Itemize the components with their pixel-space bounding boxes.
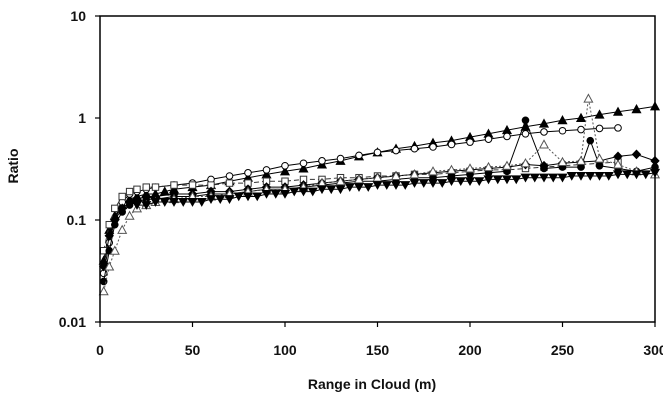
y-tick-label: 0.1	[67, 212, 87, 228]
data-point	[245, 170, 252, 177]
y-tick-label: 10	[70, 8, 86, 24]
data-point	[578, 126, 585, 133]
data-point	[319, 158, 326, 165]
data-point	[596, 162, 603, 169]
data-point	[143, 184, 149, 190]
data-point	[119, 209, 126, 216]
data-point	[374, 149, 381, 156]
x-tick-label: 100	[273, 342, 297, 358]
data-point	[126, 188, 132, 194]
data-point	[152, 184, 158, 190]
x-tick-label: 250	[551, 342, 575, 358]
data-point	[559, 127, 566, 134]
x-tick-label: 200	[458, 342, 482, 358]
y-tick-label: 1	[78, 110, 86, 126]
data-point	[263, 167, 270, 174]
data-point	[134, 186, 140, 192]
data-point	[356, 152, 363, 159]
x-tick-label: 150	[366, 342, 390, 358]
data-point	[504, 133, 511, 140]
data-point	[300, 160, 307, 167]
x-tick-label: 50	[185, 342, 201, 358]
data-point	[126, 202, 133, 209]
data-point	[226, 180, 232, 186]
data-point	[430, 144, 437, 151]
data-point	[596, 125, 603, 132]
data-point	[448, 141, 455, 148]
data-point	[112, 221, 119, 228]
data-point	[119, 193, 125, 199]
plot-background	[100, 16, 655, 322]
x-axis-label: Range in Cloud (m)	[308, 376, 436, 392]
data-point	[485, 136, 492, 143]
data-point	[112, 205, 118, 211]
data-point	[226, 173, 233, 180]
data-point	[171, 182, 177, 188]
plot-area	[100, 16, 655, 322]
data-point	[467, 139, 474, 146]
data-point	[337, 155, 344, 162]
data-point	[587, 137, 594, 144]
x-tick-label: 300	[643, 342, 663, 358]
data-point	[282, 162, 289, 169]
data-point	[393, 147, 400, 154]
y-axis-label: Ratio	[5, 149, 21, 184]
data-point	[541, 129, 548, 136]
data-point	[411, 145, 418, 152]
y-tick-label: 0.01	[59, 314, 86, 330]
data-point	[541, 165, 548, 172]
data-point	[522, 117, 529, 124]
data-point	[522, 131, 529, 138]
data-point	[189, 182, 195, 188]
x-tick-label: 0	[96, 342, 104, 358]
data-point	[615, 125, 622, 132]
